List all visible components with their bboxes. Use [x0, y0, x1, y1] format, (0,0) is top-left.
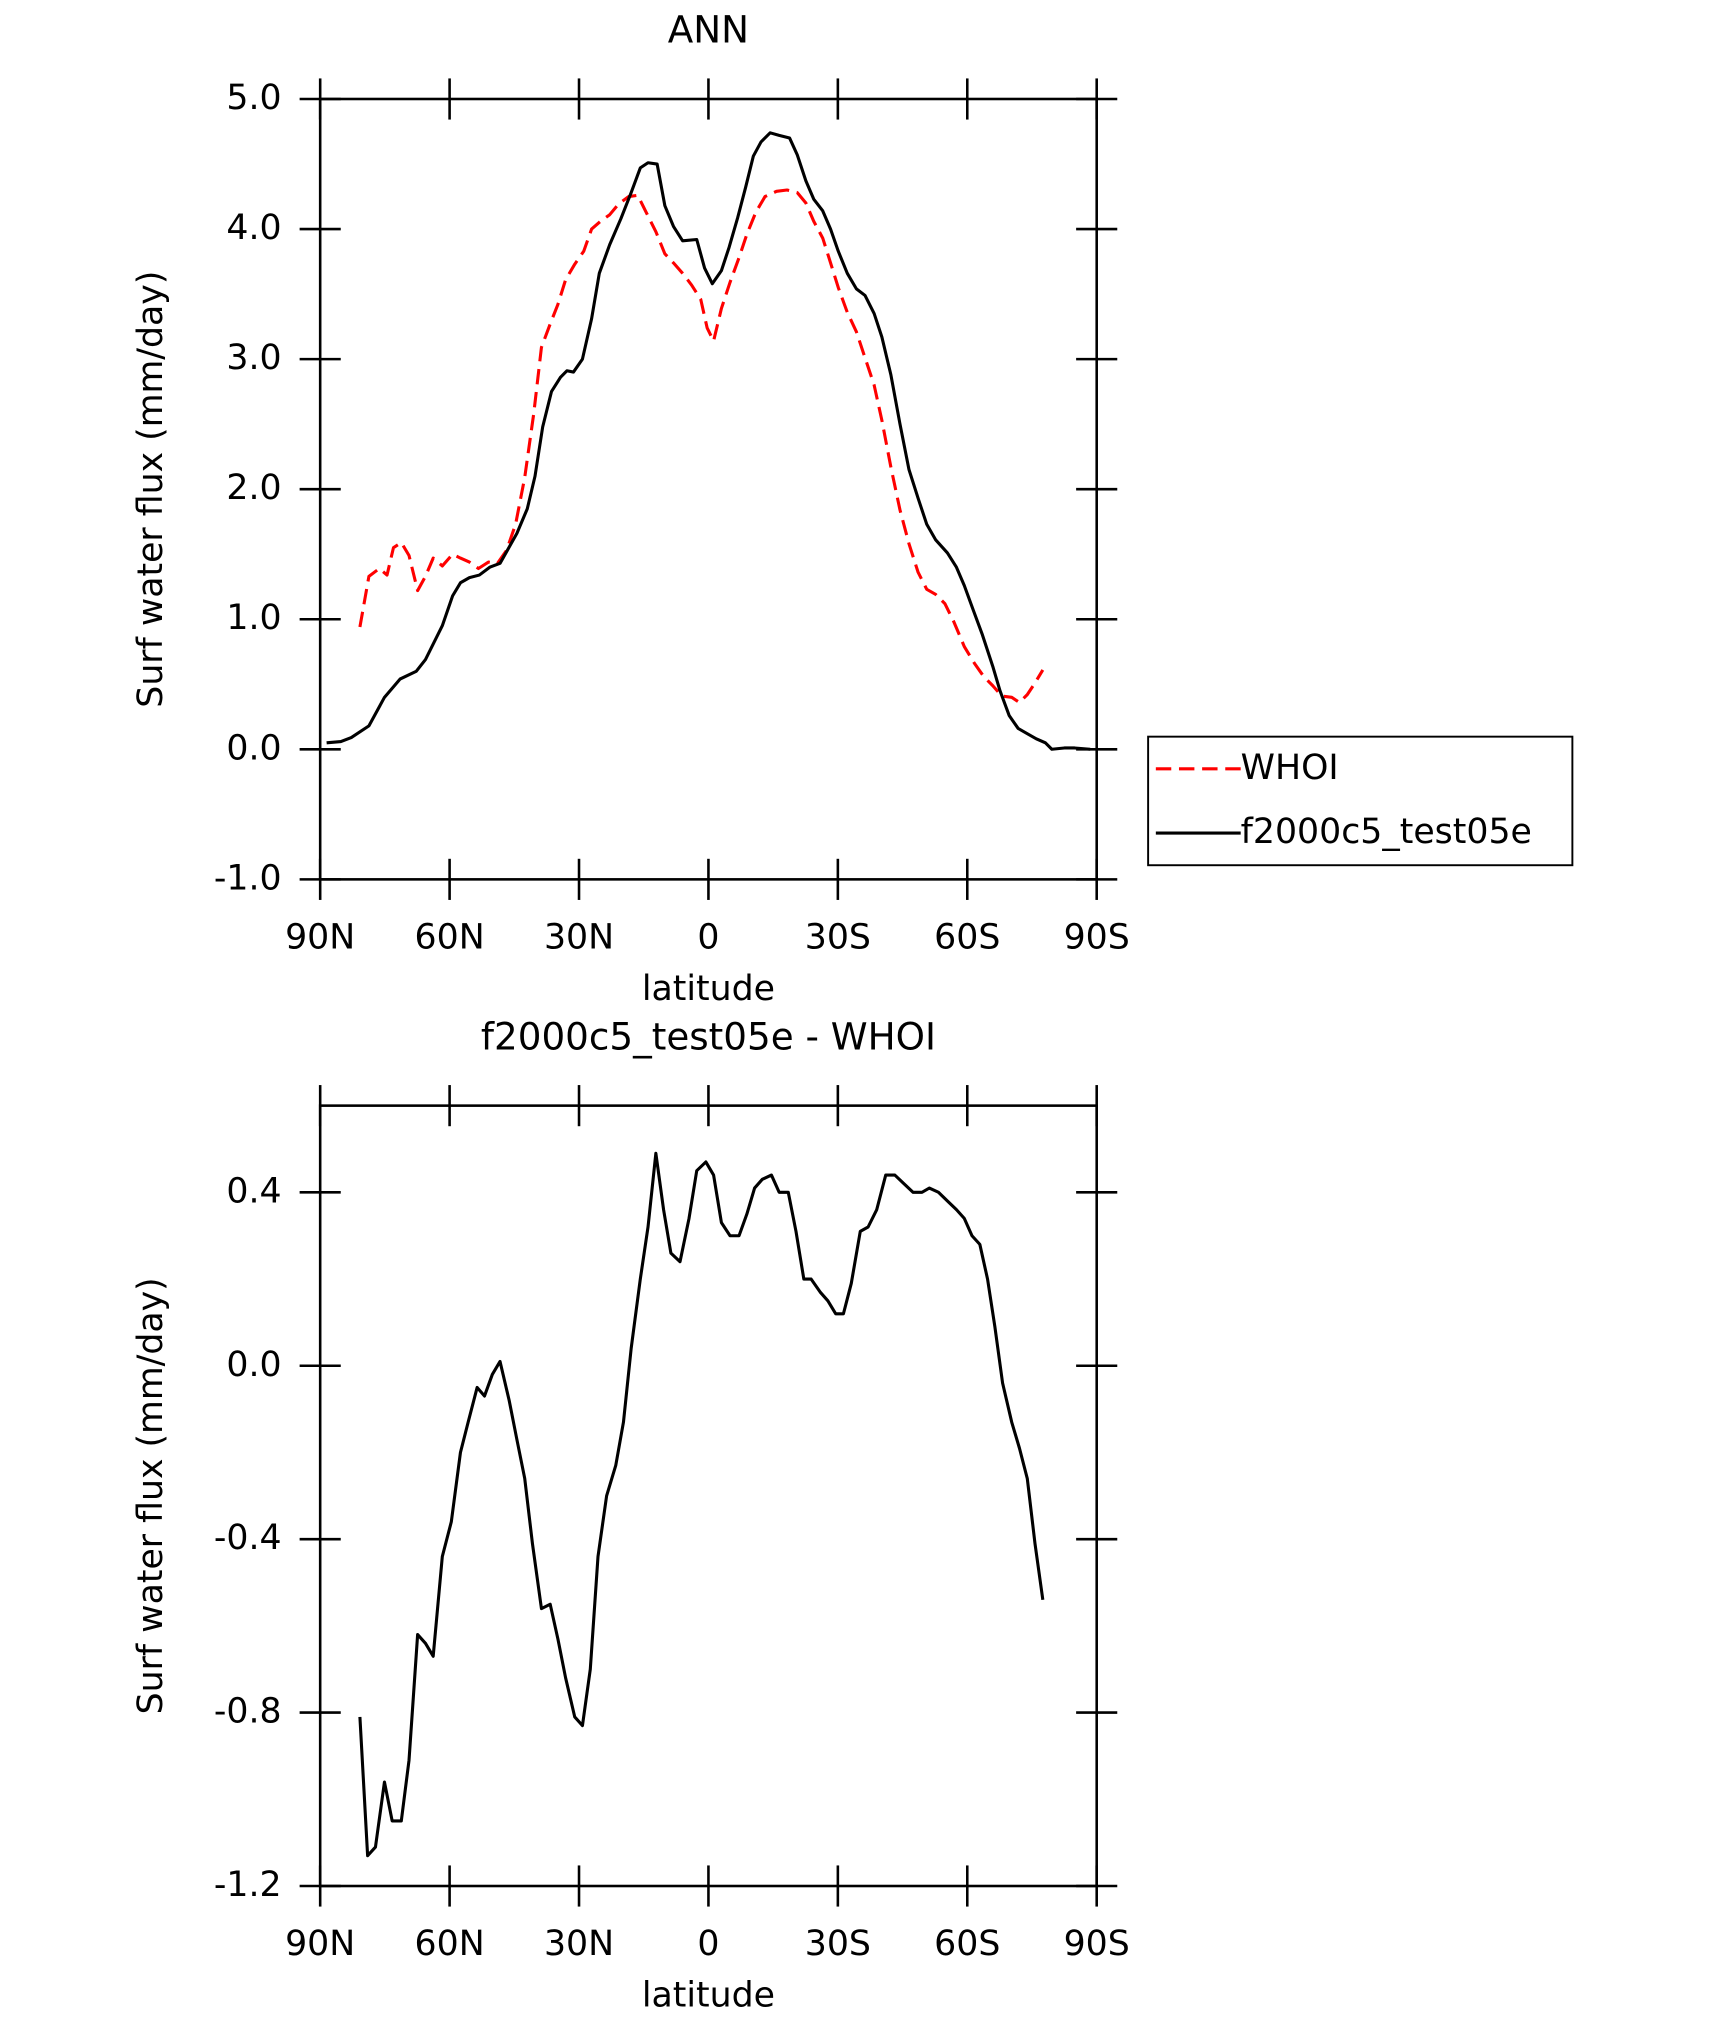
y-tick-label: -1.2 — [214, 1865, 282, 1905]
y-tick-label: -0.8 — [214, 1692, 282, 1732]
x-tick-label: 30S — [805, 918, 871, 958]
x-tick-label: 60S — [934, 918, 1000, 958]
y-tick-label: 0.0 — [226, 1345, 281, 1385]
x-axis-label: latitude — [642, 1976, 775, 2016]
x-tick-label: 60N — [415, 1924, 485, 1964]
y-axis-label: Surf water flux (mm/day) — [131, 271, 171, 708]
x-tick-label: 30S — [805, 1924, 871, 1964]
x-tick-label: 90N — [285, 1924, 355, 1964]
x-axis-label: latitude — [642, 969, 775, 1009]
y-axis-label: Surf water flux (mm/day) — [131, 1277, 171, 1714]
y-tick-label: -1.0 — [214, 858, 282, 898]
x-tick-label: 0 — [697, 1924, 719, 1964]
chart-title: ANN — [668, 8, 749, 52]
y-tick-label: -0.4 — [214, 1518, 282, 1558]
x-tick-label: 30N — [544, 918, 614, 958]
legend-label: f2000c5_test05e — [1241, 812, 1532, 852]
data-line — [358, 188, 1045, 705]
x-tick-label: 60N — [415, 918, 485, 958]
x-tick-label: 60S — [934, 1924, 1000, 1964]
x-tick-label: 90S — [1064, 918, 1130, 958]
x-tick-label: 90N — [285, 918, 355, 958]
y-tick-label: 4.0 — [226, 208, 281, 248]
y-tick-label: 0.0 — [226, 728, 281, 768]
chart-title: f2000c5_test05e - WHOI — [481, 1014, 936, 1058]
x-tick-label: 90S — [1064, 1924, 1130, 1964]
x-tick-label: 0 — [697, 918, 719, 958]
y-tick-label: 0.4 — [226, 1171, 281, 1211]
x-tick-label: 30N — [544, 1924, 614, 1964]
legend-label: WHOI — [1241, 748, 1339, 788]
data-line — [358, 1151, 1045, 1858]
legend-box — [1147, 735, 1574, 867]
plot-frame — [318, 1104, 1098, 1888]
data-line — [326, 131, 1091, 751]
y-tick-label: 2.0 — [226, 468, 281, 508]
y-tick-label: 5.0 — [226, 78, 281, 118]
y-tick-label: 1.0 — [226, 598, 281, 638]
y-tick-label: 3.0 — [226, 338, 281, 378]
plot-frame — [318, 97, 1098, 881]
